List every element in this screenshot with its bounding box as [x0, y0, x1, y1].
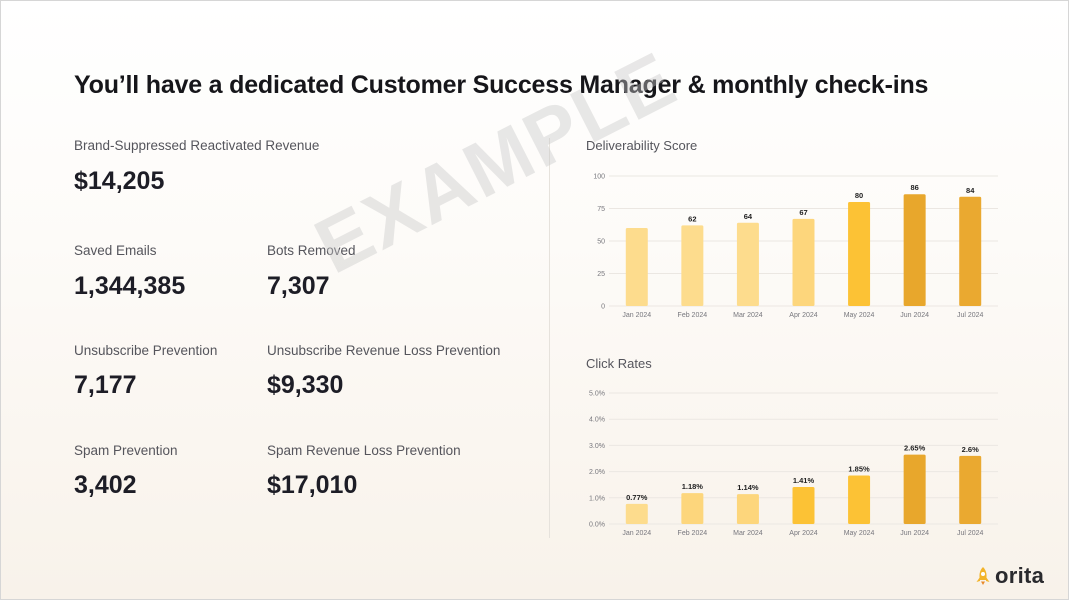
deliverability-chart: 0 25 50 75 100 Jan 2024 62 Feb 2024 64 Mar 2024 67… — [593, 174, 998, 319]
bar — [792, 487, 815, 524]
x-tick-label: Apr 2024 — [789, 530, 818, 537]
data-label: 62 — [688, 214, 696, 223]
y-tick-label: 4.0% — [589, 417, 605, 424]
headline: You’ll have a dedicated Customer Success… — [74, 71, 929, 99]
bar — [625, 228, 648, 306]
x-tick-label: Jul 2024 — [957, 312, 984, 319]
rocket-icon — [976, 567, 990, 585]
y-tick-label: 1.0% — [589, 495, 605, 502]
x-tick-label: Jun 2024 — [900, 312, 929, 319]
metric-value-saved-emails: 1,344,385 — [74, 272, 186, 300]
deliverability-chart-title: Deliverability Score — [586, 138, 698, 153]
x-tick-label: Jan 2024 — [622, 312, 651, 319]
data-label: 0.77% — [626, 493, 648, 502]
logo-text: orita — [995, 563, 1045, 588]
x-tick-label: Mar 2024 — [733, 312, 763, 319]
metric-value-unsubscribe-prevention: 7,177 — [74, 371, 137, 399]
column-divider — [549, 138, 550, 538]
bar — [792, 218, 815, 306]
data-label: 80 — [855, 191, 863, 200]
metric-value-unsubscribe-revenue-loss: $9,330 — [267, 371, 344, 399]
y-tick-label: 5.0% — [589, 391, 605, 398]
metric-label-saved-emails: Saved Emails — [74, 243, 157, 258]
data-label: 1.41% — [793, 476, 815, 485]
x-tick-label: Jun 2024 — [900, 530, 929, 537]
bar — [903, 194, 926, 306]
data-label: 2.65% — [904, 444, 926, 453]
y-tick-label: 100 — [593, 174, 605, 181]
x-tick-label: Apr 2024 — [789, 312, 818, 319]
data-label: 1.14% — [737, 483, 759, 492]
y-tick-label: 75 — [597, 206, 605, 213]
metric-value-reactivated-revenue: $14,205 — [74, 167, 165, 195]
click-rates-chart-title: Click Rates — [586, 356, 652, 371]
bar — [625, 503, 648, 524]
bar — [959, 455, 982, 524]
data-label: 86 — [910, 183, 918, 192]
x-tick-label: May 2024 — [844, 312, 875, 319]
x-tick-label: Feb 2024 — [678, 312, 708, 319]
metric-label-unsubscribe-revenue-loss: Unsubscribe Revenue Loss Prevention — [267, 343, 501, 358]
metric-label-bots-removed: Bots Removed — [267, 243, 356, 258]
x-tick-label: Jul 2024 — [957, 530, 984, 537]
bar — [959, 196, 982, 306]
x-tick-label: Jan 2024 — [622, 530, 651, 537]
metric-value-bots-removed: 7,307 — [267, 272, 330, 300]
click-rates-chart: 0.0% 1.0% 2.0% 3.0% 4.0% 5.0% 0.77% Jan 2024 1.1… — [589, 391, 998, 537]
data-label: 1.85% — [848, 465, 870, 474]
data-label: 67 — [799, 208, 807, 217]
data-label: 1.18% — [682, 482, 704, 491]
bar — [681, 225, 704, 306]
y-tick-label: 0.0% — [589, 522, 605, 529]
data-label: 2.6% — [962, 445, 979, 454]
y-tick-label: 3.0% — [589, 443, 605, 450]
bar — [903, 454, 926, 524]
bar — [736, 222, 759, 306]
data-label: 64 — [744, 212, 753, 221]
data-label: 84 — [966, 186, 975, 195]
y-tick-label: 50 — [597, 239, 605, 246]
bar — [681, 493, 704, 524]
metric-label-spam-revenue-loss: Spam Revenue Loss Prevention — [267, 443, 461, 458]
x-tick-label: Feb 2024 — [678, 530, 708, 537]
bar — [848, 202, 871, 306]
metric-label-unsubscribe-prevention: Unsubscribe Prevention — [74, 343, 218, 358]
x-tick-label: Mar 2024 — [733, 530, 763, 537]
bar — [848, 475, 871, 524]
y-tick-label: 2.0% — [589, 469, 605, 476]
metric-value-spam-revenue-loss: $17,010 — [267, 471, 358, 499]
metric-value-spam-prevention: 3,402 — [74, 471, 137, 499]
x-tick-label: May 2024 — [844, 530, 875, 537]
bar — [736, 494, 759, 524]
metric-label-reactivated-revenue: Brand-Suppressed Reactivated Revenue — [74, 138, 320, 153]
y-tick-label: 0 — [601, 304, 605, 311]
y-tick-label: 25 — [597, 271, 605, 278]
metric-label-spam-prevention: Spam Prevention — [74, 443, 178, 458]
orita-logo: orita — [975, 563, 1044, 589]
